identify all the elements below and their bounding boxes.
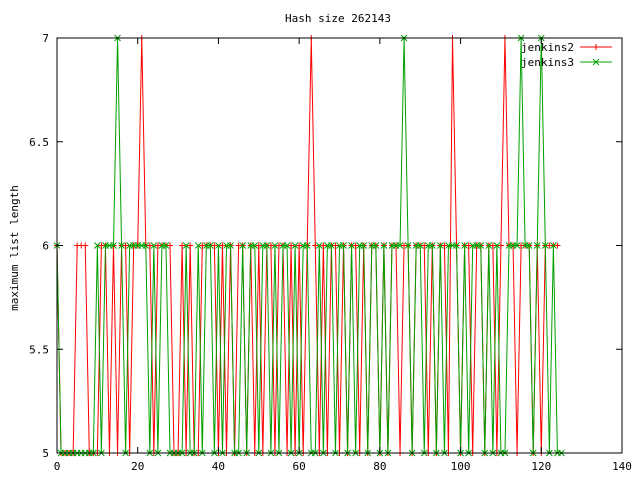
data-point-jenkins3 xyxy=(485,242,493,249)
legend-label: jenkins3 xyxy=(521,56,574,69)
data-point-jenkins2 xyxy=(167,242,173,249)
x-tick-label: 120 xyxy=(531,460,551,473)
data-point-jenkins3 xyxy=(194,242,202,249)
chart-title: Hash size 262143 xyxy=(285,12,391,25)
data-point-jenkins3 xyxy=(227,242,234,249)
data-point-jenkins2 xyxy=(219,242,226,249)
data-point-jenkins2 xyxy=(288,242,295,249)
data-point-jenkins2 xyxy=(497,242,504,249)
data-point-jenkins3 xyxy=(94,242,101,249)
data-point-jenkins3 xyxy=(215,242,222,249)
data-point-jenkins3 xyxy=(513,242,521,249)
legend-swatch-marker xyxy=(593,44,599,50)
data-point-jenkins3 xyxy=(118,242,125,249)
y-tick-label: 7 xyxy=(42,32,49,45)
axis-ticks xyxy=(56,37,623,454)
data-point-jenkins2 xyxy=(441,242,448,249)
legend-swatch-marker xyxy=(592,58,600,66)
x-tick-label: 60 xyxy=(293,460,306,473)
x-tick-label: 20 xyxy=(131,460,144,473)
legend-entry-jenkins2: jenkins2 xyxy=(521,41,612,54)
data-point-jenkins3 xyxy=(251,242,259,249)
y-axis-title: maximum list length xyxy=(8,185,21,311)
data-point-jenkins3 xyxy=(541,242,549,249)
data-point-jenkins3 xyxy=(303,242,311,249)
data-point-jenkins2 xyxy=(465,242,472,249)
data-point-jenkins2 xyxy=(320,242,327,249)
data-point-jenkins3 xyxy=(404,242,412,249)
y-tick-label: 6 xyxy=(42,240,49,253)
data-point-jenkins2 xyxy=(267,242,274,249)
data-point-jenkins3 xyxy=(328,242,335,249)
data-point-jenkins3 xyxy=(550,242,557,249)
data-point-jenkins3 xyxy=(477,242,485,249)
data-point-jenkins3 xyxy=(437,242,444,249)
data-point-jenkins3 xyxy=(428,242,436,249)
data-point-jenkins2 xyxy=(312,242,319,249)
data-point-jenkins2 xyxy=(554,242,561,249)
data-point-jenkins2 xyxy=(82,242,89,249)
data-point-jenkins3 xyxy=(283,242,291,249)
data-point-jenkins3 xyxy=(340,242,347,249)
legend-entry-jenkins3: jenkins3 xyxy=(521,56,612,69)
data-point-jenkins3 xyxy=(207,242,214,249)
data-point-jenkins3 xyxy=(461,242,468,249)
y-tick-label: 6.5 xyxy=(29,136,49,149)
x-tick-label: 40 xyxy=(212,460,225,473)
data-point-jenkins3 xyxy=(263,242,271,249)
data-point-jenkins2 xyxy=(179,242,186,249)
data-point-jenkins3 xyxy=(453,242,460,249)
data-point-jenkins3 xyxy=(162,242,170,249)
data-point-jenkins3 xyxy=(142,242,150,249)
data-point-jenkins3 xyxy=(182,242,190,249)
y-tick-label: 5 xyxy=(42,447,49,460)
data-point-jenkins3 xyxy=(416,242,424,249)
x-tick-label: 80 xyxy=(373,460,386,473)
data-point-jenkins3 xyxy=(110,242,117,249)
data-point-jenkins2 xyxy=(187,242,194,249)
data-point-jenkins2 xyxy=(255,242,262,249)
tick-labels: 0 20 40 60 80 100 120 140 5 5.5 6 6.5 7 xyxy=(29,32,632,473)
data-point-jenkins2 xyxy=(421,242,428,249)
legend-label: jenkins2 xyxy=(521,41,574,54)
data-point-jenkins3 xyxy=(525,242,533,249)
data-point-jenkins3 xyxy=(291,242,299,249)
x-tick-label: 100 xyxy=(451,460,471,473)
data-point-jenkins3 xyxy=(380,242,388,249)
data-point-jenkins3 xyxy=(315,242,323,249)
data-point-jenkins2 xyxy=(296,242,303,249)
data-point-jenkins3 xyxy=(348,242,355,249)
data-point-jenkins2 xyxy=(122,242,129,249)
data-point-jenkins3 xyxy=(533,242,541,249)
x-tick-label: 140 xyxy=(612,460,632,473)
data-point-jenkins3 xyxy=(239,242,246,249)
data-point-jenkins3 xyxy=(493,242,501,249)
y-tick-label: 5.5 xyxy=(29,343,49,356)
data-point-jenkins3 xyxy=(360,242,368,249)
data-point-jenkins2 xyxy=(352,242,359,249)
data-point-jenkins3 xyxy=(271,242,279,249)
data-point-jenkins2 xyxy=(211,242,218,249)
data-point-jenkins2 xyxy=(146,242,153,249)
legend: jenkins2 jenkins3 xyxy=(521,41,612,69)
x-tick-label: 0 xyxy=(54,460,61,473)
data-point-jenkins2 xyxy=(489,242,496,249)
data-point-jenkins3 xyxy=(396,242,404,249)
data-point-jenkins3 xyxy=(372,242,380,249)
data-point-jenkins3 xyxy=(150,242,158,249)
data-point-jenkins2 xyxy=(332,242,339,249)
